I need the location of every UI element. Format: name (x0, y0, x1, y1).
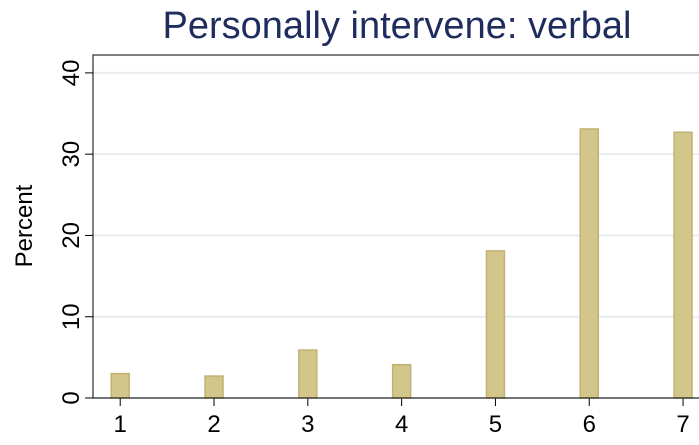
chart-title: Personally intervene: verbal (163, 5, 632, 47)
x-tick-label: 7 (676, 411, 689, 438)
x-tick-label: 5 (489, 411, 502, 438)
bar (204, 375, 224, 399)
x-tick-label: 4 (395, 411, 408, 438)
bar (579, 128, 599, 399)
x-tick-label: 6 (583, 411, 596, 438)
y-tick-label: 30 (58, 141, 85, 168)
x-tick-label: 1 (114, 411, 127, 438)
x-tick-label: 3 (301, 411, 314, 438)
bar (298, 349, 318, 399)
x-tick-label: 2 (207, 411, 220, 438)
y-tick-label: 10 (58, 303, 85, 330)
bar (485, 250, 506, 399)
bar (391, 363, 412, 399)
y-tick-label: 20 (58, 222, 85, 249)
bar (673, 131, 693, 399)
plot-area (92, 54, 699, 399)
y-tick-label: 0 (58, 391, 85, 404)
y-axis-label: Percent (11, 184, 38, 267)
y-tick-label: 40 (58, 60, 85, 87)
bar (110, 372, 130, 399)
